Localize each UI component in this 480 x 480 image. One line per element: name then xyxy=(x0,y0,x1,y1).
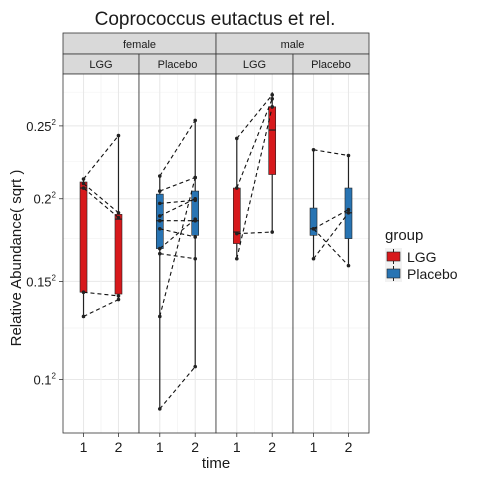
panel-male-lgg: LGG 1 2 xyxy=(215,53,294,455)
point xyxy=(81,314,86,319)
pair-line xyxy=(83,183,119,214)
point xyxy=(193,217,198,221)
box-time-2 xyxy=(114,214,123,295)
y-tick-label-2: 0.22 xyxy=(33,191,56,207)
x-tick-label: 1 xyxy=(310,439,318,455)
point xyxy=(81,290,86,295)
y-tick-label-1: 0.152 xyxy=(26,273,56,289)
point xyxy=(116,133,121,138)
point xyxy=(270,93,275,97)
pair-line xyxy=(159,218,196,250)
point xyxy=(311,226,316,231)
group-strip-label: LGG xyxy=(89,59,112,71)
x-tick-label: 1 xyxy=(80,439,88,455)
point xyxy=(311,256,316,261)
point xyxy=(157,218,162,223)
x-tick-label: 2 xyxy=(345,439,353,455)
point xyxy=(193,118,198,123)
facet-panels: female male LGG 1 2 Placebo 1 2 LGG 1 2 Placebo 1 2 xyxy=(62,32,370,455)
y-tick-label-3: 0.252 xyxy=(26,118,56,134)
pair-line xyxy=(313,149,349,157)
point xyxy=(234,136,239,141)
group-strip-label: Placebo xyxy=(311,59,351,71)
box-time-1 xyxy=(79,181,88,293)
x-tick-label: 2 xyxy=(115,439,123,455)
point xyxy=(116,210,121,215)
point xyxy=(311,147,316,152)
pair-line xyxy=(159,177,196,317)
pair-line xyxy=(159,120,196,177)
group-strip-label: Placebo xyxy=(158,59,198,71)
point xyxy=(157,314,162,319)
point xyxy=(81,177,86,181)
point xyxy=(116,215,121,220)
point xyxy=(157,214,162,218)
point xyxy=(193,235,198,239)
pair-line xyxy=(236,94,273,139)
point xyxy=(346,207,351,212)
point xyxy=(234,231,239,236)
x-tick-label: 2 xyxy=(268,439,276,455)
point xyxy=(270,97,275,101)
point xyxy=(234,256,239,261)
y-axis: 0.12 0.152 0.22 0.252 xyxy=(26,118,63,388)
point xyxy=(81,181,86,186)
group-strip-label: LGG xyxy=(243,59,266,71)
legend-key-placebo xyxy=(386,268,401,279)
facet-label-female: female xyxy=(123,39,156,51)
point xyxy=(157,407,162,411)
pair-line xyxy=(83,135,119,180)
point xyxy=(270,105,275,109)
facet-label-male: male xyxy=(281,39,305,51)
panel-border xyxy=(292,73,370,434)
point xyxy=(193,256,198,261)
y-axis-label: Relative Abundance( sqrt ) xyxy=(8,170,25,347)
x-axis-label: time xyxy=(202,455,230,472)
pair-line xyxy=(159,366,196,410)
point xyxy=(81,186,86,190)
y-tick-label-0: 0.12 xyxy=(33,372,56,388)
panel-male-placebo: Placebo 1 2 xyxy=(292,53,370,455)
point xyxy=(157,226,162,231)
point xyxy=(157,246,162,251)
panel-female-placebo: Placebo 1 2 xyxy=(138,53,217,455)
pair-line xyxy=(313,228,349,267)
legend-title: group xyxy=(385,227,423,244)
point xyxy=(346,153,351,158)
point xyxy=(193,175,198,180)
point xyxy=(116,294,121,298)
pair-line xyxy=(83,291,119,297)
panel-female-lgg: LGG 1 2 xyxy=(62,53,140,455)
pair-line xyxy=(159,228,196,238)
x-tick-label: 1 xyxy=(233,439,241,455)
point xyxy=(157,189,162,193)
point xyxy=(346,210,351,215)
point xyxy=(234,186,239,190)
box-time-1 xyxy=(309,207,318,236)
pair-line xyxy=(236,231,273,235)
point xyxy=(157,251,162,256)
pair-line xyxy=(159,253,196,260)
point xyxy=(116,297,121,302)
point xyxy=(346,263,351,268)
point xyxy=(270,230,275,234)
legend-label-placebo: Placebo xyxy=(407,266,458,282)
point xyxy=(193,196,198,201)
pair-line xyxy=(83,187,119,218)
x-tick-label: 2 xyxy=(191,439,199,455)
box-time-2 xyxy=(268,106,277,175)
x-tick-label: 1 xyxy=(156,439,164,455)
legend-label-lgg: LGG xyxy=(407,249,437,265)
pair-line xyxy=(159,176,196,192)
pair-line xyxy=(313,212,349,260)
point xyxy=(157,174,162,178)
point xyxy=(193,364,198,369)
legend-key-lgg xyxy=(386,251,401,262)
pair-line xyxy=(236,106,273,259)
chart-title: Coprococcus eutactus et rel. xyxy=(95,9,336,30)
point xyxy=(157,201,162,206)
pair-line xyxy=(236,98,273,189)
